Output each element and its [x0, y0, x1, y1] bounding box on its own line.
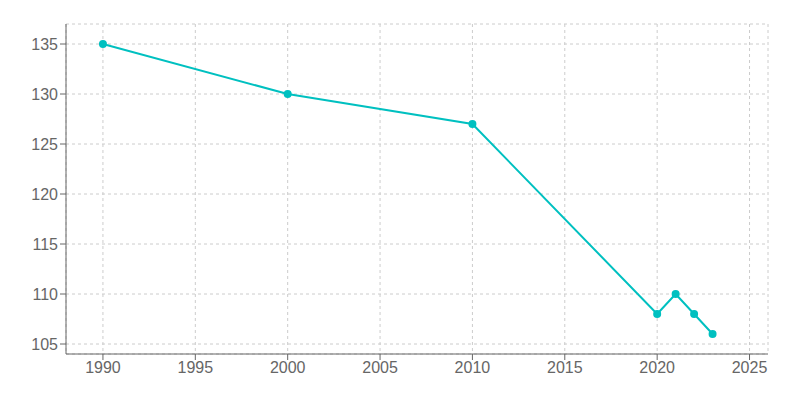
svg-text:2020: 2020 [639, 359, 675, 376]
svg-text:135: 135 [31, 36, 58, 53]
svg-text:105: 105 [31, 336, 58, 353]
svg-text:2000: 2000 [270, 359, 306, 376]
svg-text:110: 110 [32, 286, 58, 303]
svg-text:1995: 1995 [178, 359, 214, 376]
svg-text:130: 130 [31, 86, 58, 103]
svg-text:120: 120 [31, 186, 58, 203]
svg-text:2005: 2005 [362, 359, 398, 376]
svg-text:2015: 2015 [547, 359, 583, 376]
svg-text:115: 115 [32, 236, 58, 253]
svg-text:2010: 2010 [455, 359, 491, 376]
svg-text:125: 125 [31, 136, 58, 153]
svg-text:1990: 1990 [85, 359, 121, 376]
svg-text:2025: 2025 [732, 359, 768, 376]
